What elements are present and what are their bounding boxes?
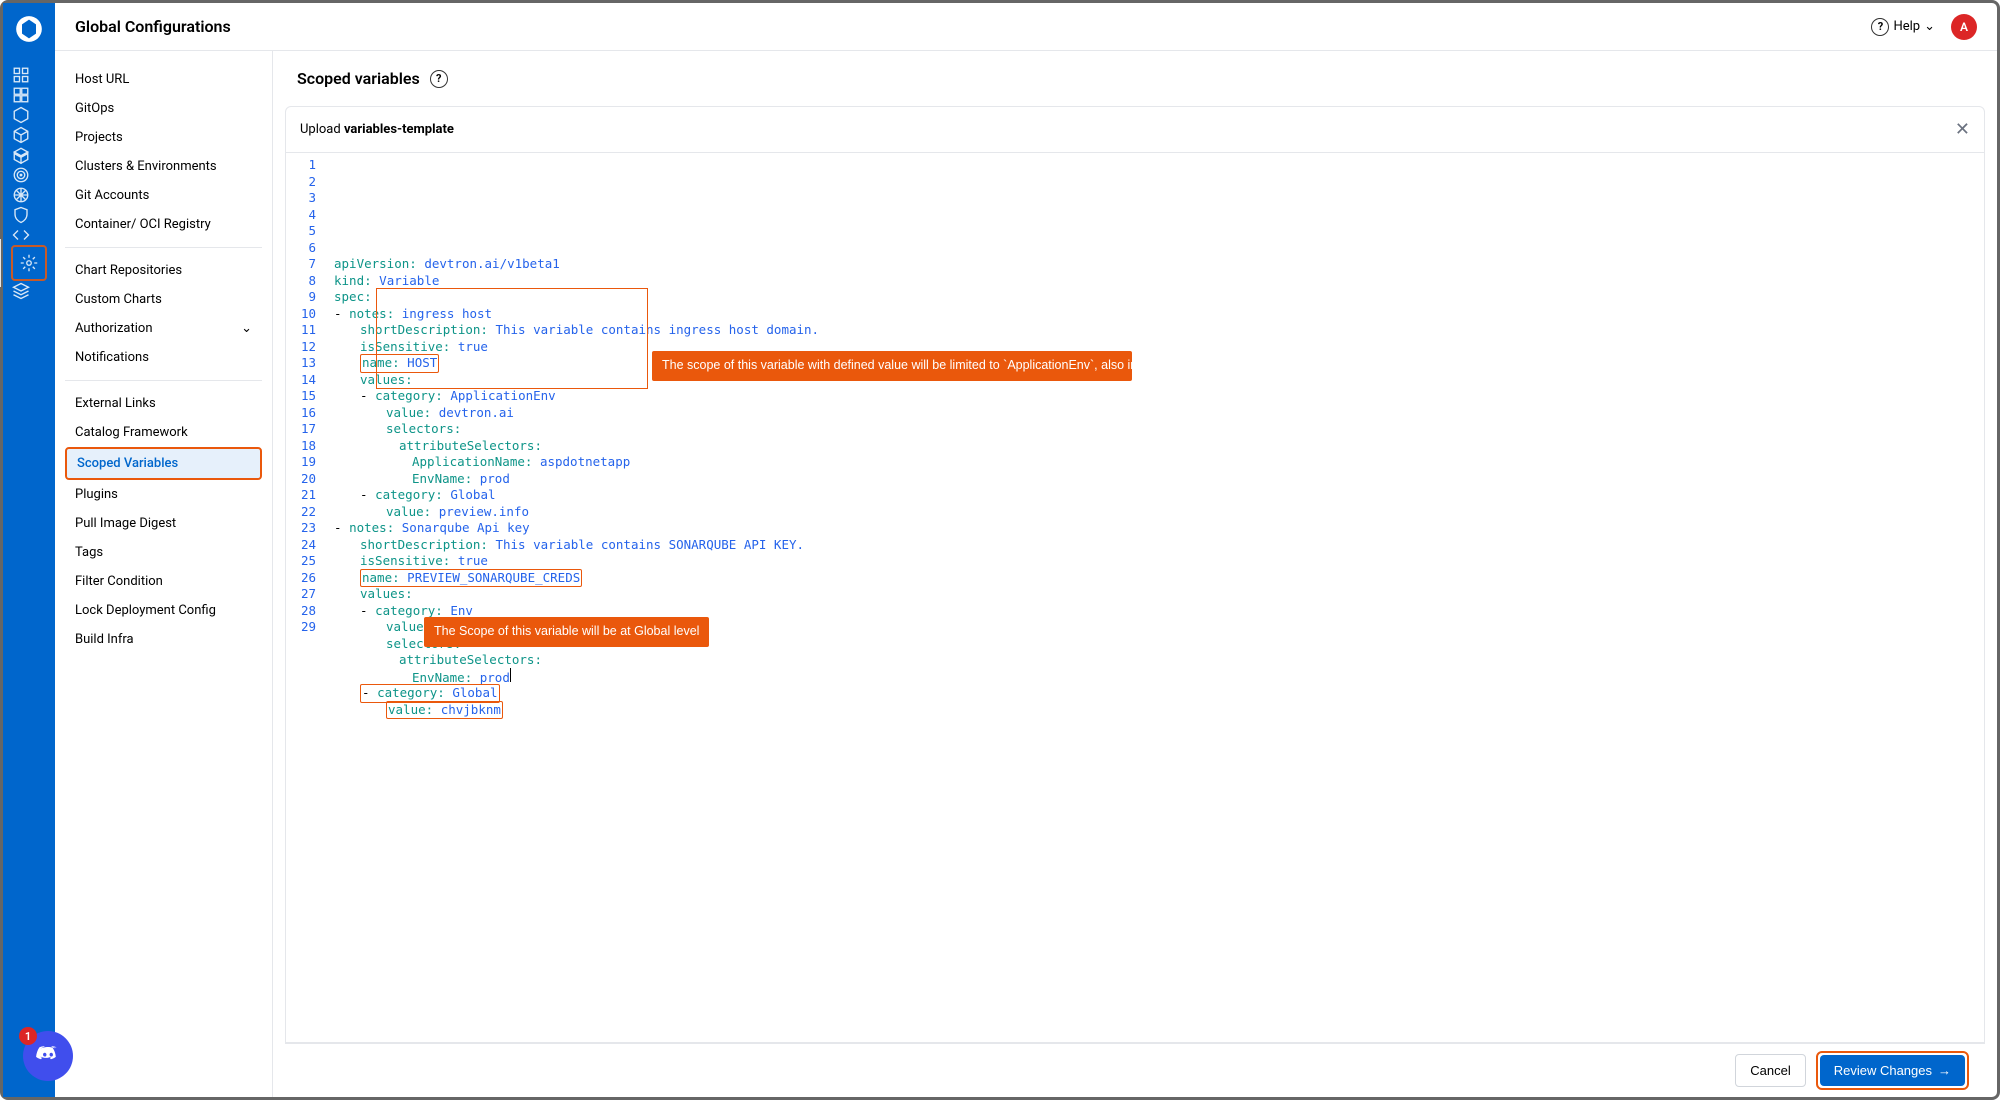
discord-badge: 1 [19, 1027, 37, 1045]
sidebar-item-custom-charts[interactable]: Custom Charts [65, 285, 262, 314]
page-title: Global Configurations [75, 17, 231, 36]
sidebar-item-authorization[interactable]: Authorization⌄ [65, 314, 262, 343]
nav-apps-icon[interactable] [11, 85, 31, 105]
sidebar-item-projects[interactable]: Projects [65, 123, 262, 152]
nav-cube-outline-icon[interactable] [11, 105, 31, 125]
nav-wheel-icon[interactable] [11, 185, 31, 205]
discord-fab[interactable]: 1 [23, 1031, 73, 1081]
sidebar-item-plugins[interactable]: Plugins [65, 480, 262, 509]
section-heading: Scoped variables [297, 69, 420, 88]
nav-package-icon[interactable] [11, 125, 31, 145]
sidebar-item-tags[interactable]: Tags [65, 538, 262, 567]
sidebar-item-scoped-variables[interactable]: Scoped Variables [65, 447, 262, 480]
help-icon: ? [1871, 18, 1889, 36]
sidebar-item-notifications[interactable]: Notifications [65, 343, 262, 372]
sidebar-item-container-oci-registry[interactable]: Container/ OCI Registry [65, 210, 262, 239]
sidebar-item-catalog-framework[interactable]: Catalog Framework [65, 418, 262, 447]
annotation-global: The Scope of this variable will be at Gl… [424, 617, 709, 647]
nav-grid-icon[interactable] [11, 65, 31, 85]
topbar: Global Configurations ? Help ⌄ A [55, 3, 1997, 51]
editor-title: Upload variables-template [300, 122, 454, 137]
editor-footer: Cancel Review Changes → [285, 1043, 1985, 1097]
annotation-app-env: The scope of this variable with defined … [652, 351, 1132, 381]
info-icon[interactable]: ? [430, 70, 448, 88]
nav-code-icon[interactable] [11, 225, 31, 245]
help-button[interactable]: ? Help ⌄ [1871, 18, 1935, 36]
sidebar-item-chart-repositories[interactable]: Chart Repositories [65, 256, 262, 285]
user-avatar[interactable]: A [1951, 14, 1977, 40]
sidebar-item-external-links[interactable]: External Links [65, 389, 262, 418]
sidebar-item-host-url[interactable]: Host URL [65, 65, 262, 94]
sidebar-item-git-accounts[interactable]: Git Accounts [65, 181, 262, 210]
cancel-button[interactable]: Cancel [1735, 1054, 1805, 1087]
yaml-editor: Upload variables-template ✕ 123456789101… [285, 106, 1985, 1043]
sidebar-item-pull-image-digest[interactable]: Pull Image Digest [65, 509, 262, 538]
line-gutter: 1234567891011121314151617181920212223242… [286, 153, 326, 1042]
chevron-down-icon: ⌄ [241, 321, 252, 336]
sidebar-item-gitops[interactable]: GitOps [65, 94, 262, 123]
chevron-down-icon: ⌄ [1924, 19, 1935, 34]
nav-gear-icon[interactable] [11, 245, 47, 281]
nav-stack-icon[interactable] [11, 281, 31, 301]
close-icon[interactable]: ✕ [1955, 119, 1970, 140]
nav-shield-icon[interactable] [11, 205, 31, 225]
nav-rail: 1 [3, 3, 55, 1097]
settings-sidebar: Host URLGitOpsProjectsClusters & Environ… [55, 51, 273, 1097]
nav-box-icon[interactable] [11, 145, 31, 165]
arrow-right-icon: → [1938, 1063, 1951, 1078]
review-changes-button[interactable]: Review Changes → [1820, 1055, 1965, 1086]
sidebar-item-lock-deployment-config[interactable]: Lock Deployment Config [65, 596, 262, 625]
sidebar-item-build-infra[interactable]: Build Infra [65, 625, 262, 654]
devtron-logo-icon[interactable] [15, 15, 43, 43]
code-editor[interactable]: 1234567891011121314151617181920212223242… [286, 153, 1984, 1042]
sidebar-item-filter-condition[interactable]: Filter Condition [65, 567, 262, 596]
sidebar-item-clusters-environments[interactable]: Clusters & Environments [65, 152, 262, 181]
nav-target-icon[interactable] [11, 165, 31, 185]
code-content: The scope of this variable with defined … [326, 153, 1984, 1042]
